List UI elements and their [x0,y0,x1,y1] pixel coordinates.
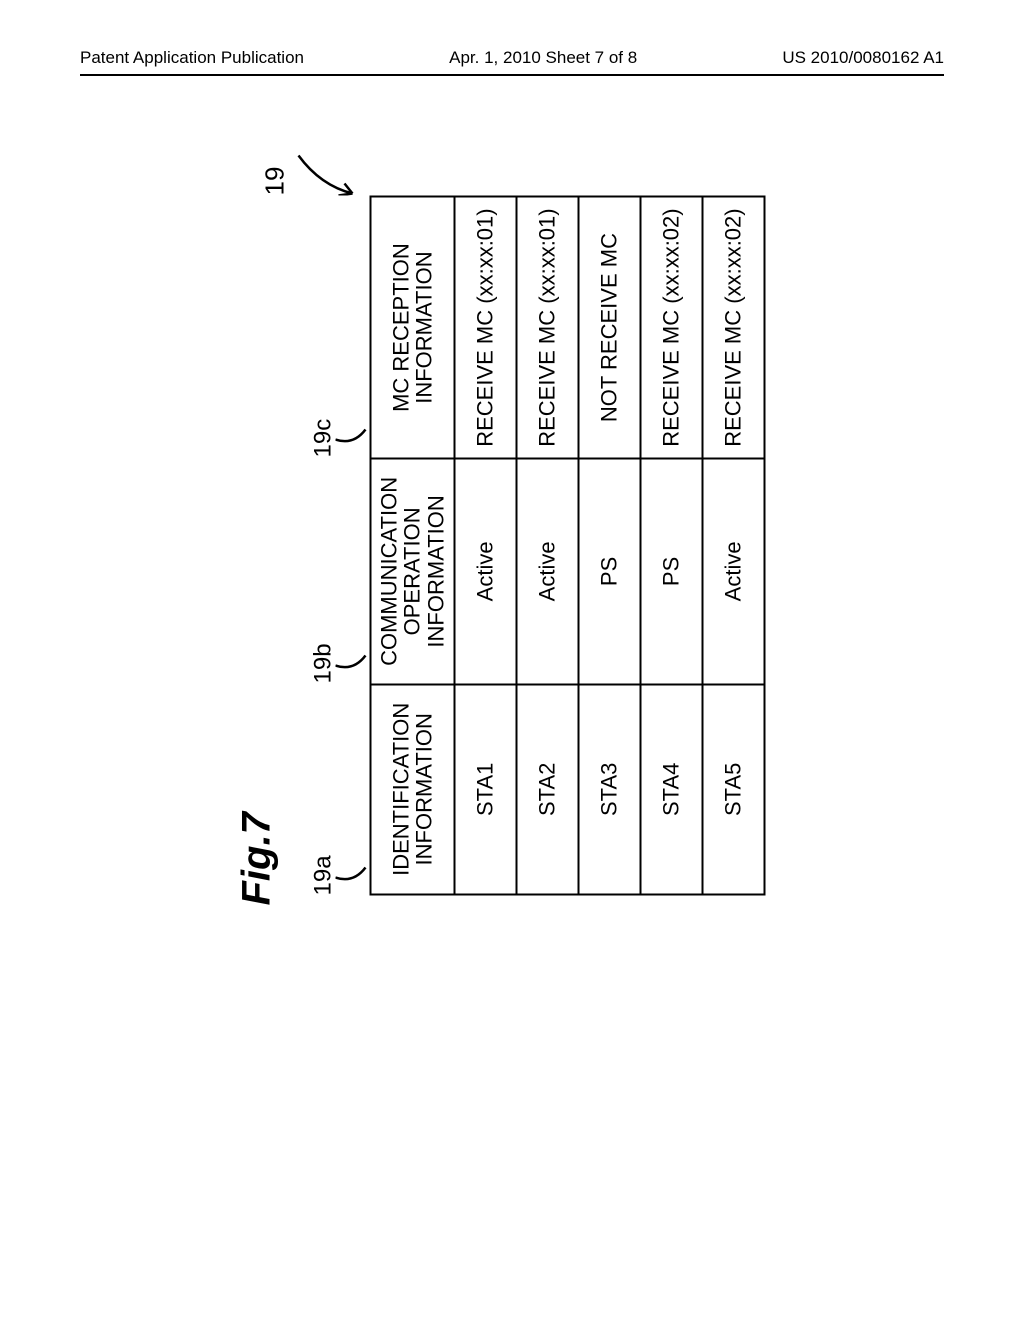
table-header-row: IDENTIFICATIONINFORMATION COMMUNICATIONO… [371,197,455,895]
cell-op: Active [455,459,517,684]
cell-mc: RECEIVE MC (xx:xx:02) [641,197,703,459]
cell-mc: RECEIVE MC (xx:xx:01) [455,197,517,459]
page-header: Patent Application Publication Apr. 1, 2… [0,48,1024,68]
leader-line-b [336,644,370,674]
col-label-19a: 19a [310,855,338,895]
cell-op: Active [517,459,579,684]
col-label-19c: 19c [310,419,338,458]
column-label-row: 19a 19b 19c 19 [310,196,370,896]
cell-op: Active [703,459,765,684]
table-row: STA2 Active RECEIVE MC (xx:xx:01) [517,197,579,895]
header-right: US 2010/0080162 A1 [782,48,944,68]
leader-line-19 [291,126,361,196]
cell-mc: RECEIVE MC (xx:xx:02) [703,197,765,459]
header-left: Patent Application Publication [80,48,304,68]
table-row: STA4 PS RECEIVE MC (xx:xx:02) [641,197,703,895]
cell-op: PS [579,459,641,684]
cell-id: STA1 [455,684,517,894]
table-ref-label: 19 [260,167,290,196]
header-mc-reception: MC RECEPTIONINFORMATION [371,197,455,459]
cell-id: STA4 [641,684,703,894]
leader-line-a [336,856,370,886]
col-label-19b: 19b [310,643,338,683]
table-row: STA3 PS NOT RECEIVE MC [579,197,641,895]
header-identification: IDENTIFICATIONINFORMATION [371,684,455,894]
table-row: STA5 Active RECEIVE MC (xx:xx:02) [703,197,765,895]
cell-id: STA2 [517,684,579,894]
header-center: Apr. 1, 2010 Sheet 7 of 8 [449,48,637,68]
table-row: STA1 Active RECEIVE MC (xx:xx:01) [455,197,517,895]
leader-line-c [336,418,370,448]
header-communication: COMMUNICATIONOPERATIONINFORMATION [371,459,455,684]
figure-label: Fig.7 [235,196,280,906]
figure-7: Fig.7 19a 19b 19c 19 IDENTIFICATIONINFOR… [235,196,766,896]
station-table: IDENTIFICATIONINFORMATION COMMUNICATIONO… [370,196,766,896]
cell-mc: RECEIVE MC (xx:xx:01) [517,197,579,459]
cell-mc: NOT RECEIVE MC [579,197,641,459]
table-ref-19: 19 [260,126,361,196]
header-rule [80,74,944,76]
cell-op: PS [641,459,703,684]
cell-id: STA3 [579,684,641,894]
cell-id: STA5 [703,684,765,894]
